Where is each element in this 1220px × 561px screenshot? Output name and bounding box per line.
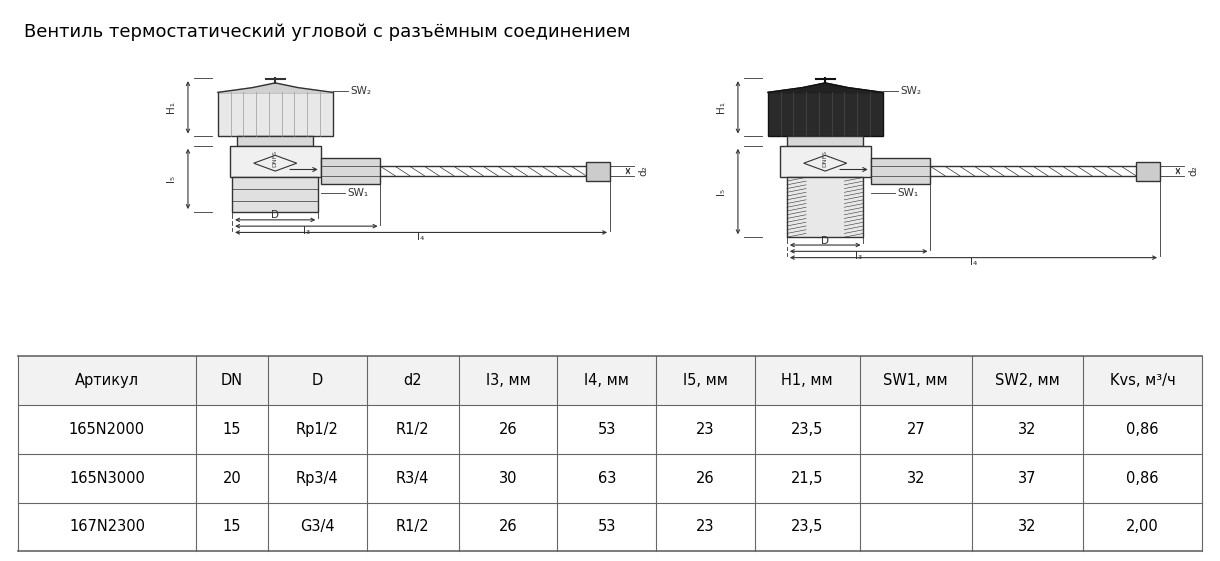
- Text: l5, мм: l5, мм: [683, 373, 728, 388]
- Text: 26: 26: [499, 422, 517, 437]
- Text: 20: 20: [222, 471, 242, 486]
- Text: 2,00: 2,00: [1126, 519, 1159, 535]
- Text: SW₂: SW₂: [900, 86, 921, 96]
- Text: l₃: l₃: [855, 251, 863, 261]
- Text: l₅: l₅: [716, 188, 726, 195]
- Text: 32: 32: [1019, 519, 1037, 535]
- Text: l₄: l₄: [417, 232, 425, 242]
- Bar: [218, 93, 333, 136]
- Text: 23,5: 23,5: [791, 519, 824, 535]
- Text: 23,5: 23,5: [791, 422, 824, 437]
- Text: d₂: d₂: [638, 165, 649, 177]
- Bar: [18, 454, 1202, 503]
- Bar: [586, 162, 610, 181]
- Text: l3, мм: l3, мм: [486, 373, 531, 388]
- Text: l₄: l₄: [970, 257, 977, 268]
- Text: R1/2: R1/2: [396, 519, 429, 535]
- Text: 53: 53: [598, 422, 616, 437]
- Text: G3/4: G3/4: [300, 519, 334, 535]
- Text: R1/2: R1/2: [396, 422, 429, 437]
- Text: 27: 27: [906, 422, 925, 437]
- Text: R3/4: R3/4: [396, 471, 429, 486]
- Text: H₁: H₁: [716, 102, 726, 113]
- Text: DNFS: DNFS: [273, 150, 278, 167]
- Bar: [229, 146, 321, 177]
- Text: 165N3000: 165N3000: [70, 471, 145, 486]
- Bar: [18, 503, 1202, 551]
- Text: 30: 30: [499, 471, 517, 486]
- Bar: [1136, 162, 1160, 181]
- Bar: [780, 146, 871, 177]
- Bar: [321, 158, 381, 183]
- Text: 63: 63: [598, 471, 616, 486]
- Text: Rp3/4: Rp3/4: [296, 471, 339, 486]
- Bar: [787, 136, 864, 146]
- Text: 37: 37: [1019, 471, 1037, 486]
- Text: l4, мм: l4, мм: [584, 373, 630, 388]
- Text: H1, мм: H1, мм: [782, 373, 833, 388]
- Text: Артикул: Артикул: [74, 373, 139, 388]
- Text: 167N2300: 167N2300: [70, 519, 145, 535]
- Text: d2: d2: [404, 373, 422, 388]
- Text: 26: 26: [697, 471, 715, 486]
- Polygon shape: [767, 83, 882, 93]
- Text: DNFS: DNFS: [822, 150, 827, 167]
- Text: 165N2000: 165N2000: [68, 422, 145, 437]
- Text: 32: 32: [1019, 422, 1037, 437]
- Text: 0,86: 0,86: [1126, 422, 1159, 437]
- Text: 0,86: 0,86: [1126, 471, 1159, 486]
- Bar: [237, 136, 314, 146]
- Text: 15: 15: [222, 519, 242, 535]
- Text: D: D: [271, 210, 279, 220]
- Bar: [767, 93, 882, 136]
- Text: 23: 23: [697, 519, 715, 535]
- Text: l₃: l₃: [303, 226, 310, 236]
- Text: 23: 23: [697, 422, 715, 437]
- Text: 26: 26: [499, 519, 517, 535]
- Text: SW₁: SW₁: [897, 188, 919, 198]
- Text: 53: 53: [598, 519, 616, 535]
- Bar: [232, 177, 318, 212]
- Bar: [18, 405, 1202, 454]
- Text: 15: 15: [222, 422, 242, 437]
- Text: 32: 32: [906, 471, 925, 486]
- Bar: [18, 356, 1202, 405]
- Text: Rp1/2: Rp1/2: [296, 422, 339, 437]
- Text: D: D: [312, 373, 323, 388]
- Bar: [871, 158, 931, 183]
- Text: SW1, мм: SW1, мм: [883, 373, 948, 388]
- Text: SW₁: SW₁: [346, 188, 368, 198]
- Bar: [787, 177, 864, 237]
- Text: Kvs, м³/ч: Kvs, м³/ч: [1110, 373, 1176, 388]
- Text: l₅: l₅: [166, 176, 176, 182]
- Text: Вентиль термостатический угловой с разъёмным соединением: Вентиль термостатический угловой с разъё…: [24, 23, 631, 41]
- Text: DN: DN: [221, 373, 243, 388]
- Text: SW₂: SW₂: [350, 86, 372, 96]
- Text: SW2, мм: SW2, мм: [996, 373, 1060, 388]
- Polygon shape: [218, 83, 333, 93]
- Text: D: D: [821, 236, 830, 246]
- Text: d₂: d₂: [1188, 165, 1198, 177]
- Text: H₁: H₁: [166, 102, 176, 113]
- Text: 21,5: 21,5: [791, 471, 824, 486]
